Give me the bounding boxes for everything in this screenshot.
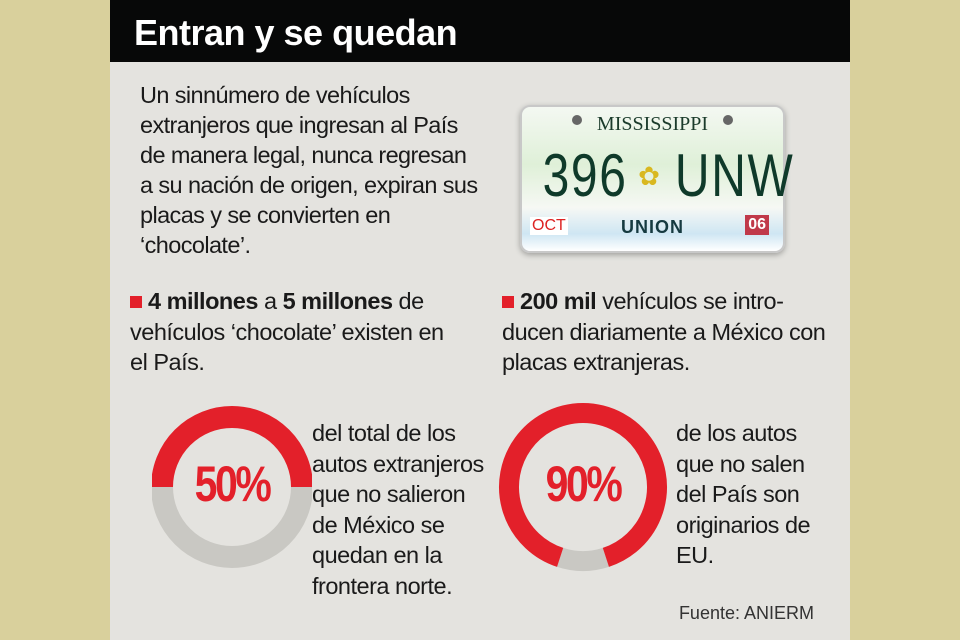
donut-text-50: del total de los autos extranjeros que n… — [312, 420, 484, 599]
donut-label-90: 90% — [545, 456, 623, 512]
fact-text: de vehículos ‘chocolate’ existen en el P… — [130, 288, 444, 375]
plate-hole — [572, 115, 582, 125]
bullet-square-icon — [130, 296, 142, 308]
plate-number-left: 396 — [542, 142, 628, 209]
donut-value-segment — [499, 403, 667, 567]
magnolia-icon: ✿ — [638, 160, 660, 191]
donut-chart-90 — [499, 403, 667, 571]
plate-state: MISSISSIPPI — [596, 113, 709, 135]
donut-track-segment — [152, 486, 312, 568]
plate-number-right: UNW — [674, 142, 795, 209]
license-plate-image: MISSISSIPPI 396 ✿ UNW OCT UNION 06 — [520, 105, 793, 253]
donut-label-50: 50% — [194, 456, 272, 512]
donut-value-segment — [152, 406, 312, 488]
plate-year: 06 — [745, 215, 769, 235]
header-bar: Entran y se quedan — [110, 0, 850, 62]
fact-2: 200 mil vehículos se intro-ducen diariam… — [502, 286, 832, 378]
plate-county: UNION — [621, 217, 684, 237]
plate-hole — [723, 115, 733, 125]
fact-bold: 200 mil — [520, 288, 597, 314]
fact-bold: 4 millones — [148, 288, 258, 314]
fact-bold: 5 millones — [282, 288, 393, 314]
donut-chart-50 — [152, 406, 312, 568]
plate-month: OCT — [530, 217, 568, 235]
page-title: Entran y se quedan — [134, 12, 458, 53]
fact-text: vehículos se intro-ducen diariamente a M… — [502, 288, 826, 375]
intro-text: Un sinnúmero de vehículos extranjeros qu… — [140, 82, 478, 258]
plate-number: 396 ✿ UNW — [532, 141, 793, 211]
donut-track-segment — [557, 547, 609, 571]
bullet-square-icon — [502, 296, 514, 308]
fact-1: 4 millones a 5 millones de vehículos ‘ch… — [130, 286, 460, 378]
donut-text-90: de los autos que no salen del País son o… — [676, 420, 811, 568]
source-note: Fuente: ANIERM — [678, 603, 814, 623]
fact-text: a — [257, 288, 283, 314]
infographic-card: Entran y se quedan Un sinnúmero de vehíc… — [110, 0, 850, 640]
